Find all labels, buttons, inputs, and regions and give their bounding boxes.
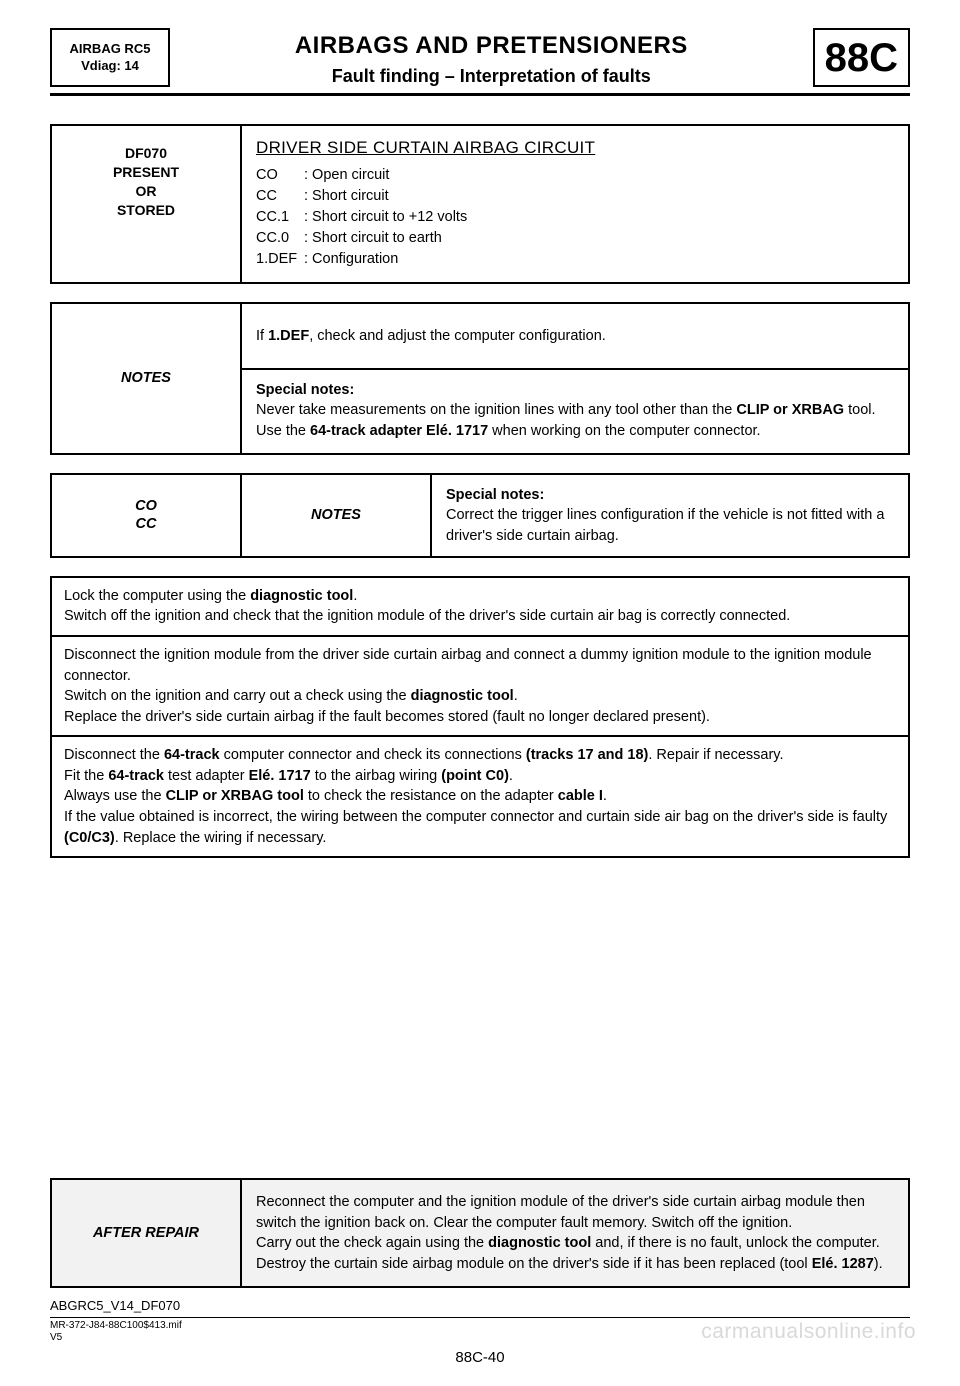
hdr-product: AIRBAG RC5: [60, 41, 160, 58]
cocc-notes-text: Special notes: Correct the trigger lines…: [432, 475, 908, 556]
fault-desc: DRIVER SIDE CURTAIN AIRBAG CIRCUIT CO: O…: [242, 126, 908, 282]
after-repair-box: AFTER REPAIR Reconnect the computer and …: [50, 1178, 910, 1288]
def-row: CC.0: Short circuit to earth: [256, 228, 894, 249]
fault-title: DRIVER SIDE CURTAIN AIRBAG CIRCUIT: [256, 136, 894, 161]
cocc-codes: CO CC: [52, 475, 242, 556]
after-repair-label: AFTER REPAIR: [52, 1180, 242, 1286]
cocc-notes-label: NOTES: [242, 475, 432, 556]
footer-rule: [50, 1317, 910, 1318]
def-row: CC.1: Short circuit to +12 volts: [256, 207, 894, 228]
watermark: carmanualsonline.info: [701, 1320, 916, 1344]
fault-state-stored: STORED: [60, 201, 232, 220]
procedure-box: Lock the computer using the diagnostic t…: [50, 576, 910, 858]
def-row: CC: Short circuit: [256, 186, 894, 207]
def-row: 1.DEF: Configuration: [256, 249, 894, 270]
after-repair-text: Reconnect the computer and the ignition …: [242, 1180, 908, 1286]
notes-row1: If 1.DEF, check and adjust the computer …: [242, 304, 908, 368]
cocc-box: CO CC NOTES Special notes: Correct the t…: [50, 473, 910, 558]
page-header: AIRBAG RC5 Vdiag: 14 AIRBAGS AND PRETENS…: [50, 28, 910, 87]
doc-subtitle: Fault finding – Interpretation of faults: [182, 66, 801, 87]
notes-row2: Special notes: Never take measurements o…: [242, 368, 908, 453]
header-rule: [50, 93, 910, 96]
proc-step-1: Lock the computer using the diagnostic t…: [52, 578, 908, 637]
notes-content: If 1.DEF, check and adjust the computer …: [242, 304, 908, 453]
special-notes-label: Special notes:: [256, 382, 354, 398]
def-row: CO: Open circuit: [256, 165, 894, 186]
header-center: AIRBAGS AND PRETENSIONERS Fault finding …: [182, 28, 801, 87]
fault-code: DF070: [60, 144, 232, 163]
notes-box: NOTES If 1.DEF, check and adjust the com…: [50, 302, 910, 455]
proc-step-2: Disconnect the ignition module from the …: [52, 637, 908, 737]
doc-title: AIRBAGS AND PRETENSIONERS: [182, 32, 801, 60]
fault-state-or: OR: [60, 182, 232, 201]
section-code: 88C: [825, 38, 898, 78]
fault-id: DF070 PRESENT OR STORED: [52, 126, 242, 282]
header-left-box: AIRBAG RC5 Vdiag: 14: [50, 28, 170, 87]
footer-code: ABGRC5_V14_DF070: [50, 1298, 910, 1313]
proc-step-3: Disconnect the 64-track computer connect…: [52, 737, 908, 856]
fault-state-present: PRESENT: [60, 163, 232, 182]
notes-label: NOTES: [52, 304, 242, 453]
fault-box: DF070 PRESENT OR STORED DRIVER SIDE CURT…: [50, 124, 910, 284]
hdr-vdiag: Vdiag: 14: [60, 58, 160, 75]
section-code-box: 88C: [813, 28, 910, 87]
